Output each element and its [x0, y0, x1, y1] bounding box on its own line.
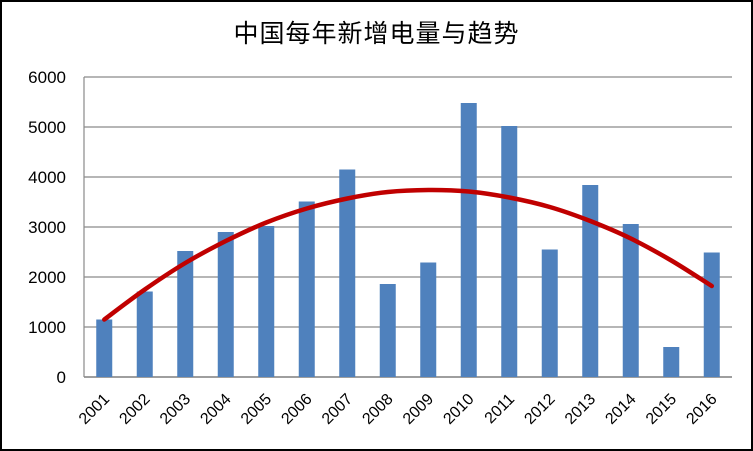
x-tick-label-2011: 2011	[482, 391, 518, 427]
x-tick-label-2008: 2008	[359, 391, 396, 428]
y-tick-label-0: 0	[57, 368, 66, 387]
x-tick-label-2003: 2003	[157, 391, 194, 428]
trend-line	[102, 187, 715, 322]
bar-2003	[177, 251, 194, 377]
bar-2015	[663, 347, 680, 377]
bar-2016	[703, 252, 720, 377]
x-tick-label-2010: 2010	[440, 391, 477, 428]
bar-2007	[339, 169, 356, 377]
bar-2012	[541, 249, 558, 377]
x-tick-label-2006: 2006	[278, 391, 315, 428]
y-tick-label-6000: 6000	[28, 68, 66, 87]
bar-2013	[582, 185, 599, 377]
bar-2006	[298, 201, 315, 377]
x-tick-label-2002: 2002	[116, 391, 153, 428]
y-tick-label-4000: 4000	[28, 168, 66, 187]
x-tick-label-2013: 2013	[562, 391, 599, 428]
x-tick-label-2004: 2004	[197, 391, 234, 428]
x-tick-label-2007: 2007	[319, 391, 356, 428]
bar-2005	[258, 226, 275, 377]
bar-2001	[96, 319, 113, 377]
x-tick-label-2015: 2015	[643, 391, 680, 428]
y-tick-label-5000: 5000	[28, 118, 66, 137]
chart-title: 中国每年新增电量与趋势	[233, 19, 520, 48]
x-tick-label-2009: 2009	[400, 391, 437, 428]
bar-2004	[217, 232, 234, 377]
y-tick-label-1000: 1000	[28, 318, 66, 337]
y-tick-label-3000: 3000	[28, 218, 66, 237]
x-tick-label-2001: 2001	[76, 391, 113, 428]
x-tick-label-2012: 2012	[521, 391, 558, 428]
x-tick-label-2016: 2016	[683, 391, 720, 428]
bar-2008	[379, 284, 396, 377]
bar-2010	[460, 103, 477, 377]
bar-2011	[501, 126, 518, 377]
bar-2002	[136, 291, 153, 377]
bar-2009	[420, 262, 437, 377]
x-tick-label-2005: 2005	[238, 391, 275, 428]
x-tick-label-2014: 2014	[602, 391, 639, 428]
y-tick-label-2000: 2000	[28, 268, 66, 287]
bar-2014	[622, 224, 639, 377]
